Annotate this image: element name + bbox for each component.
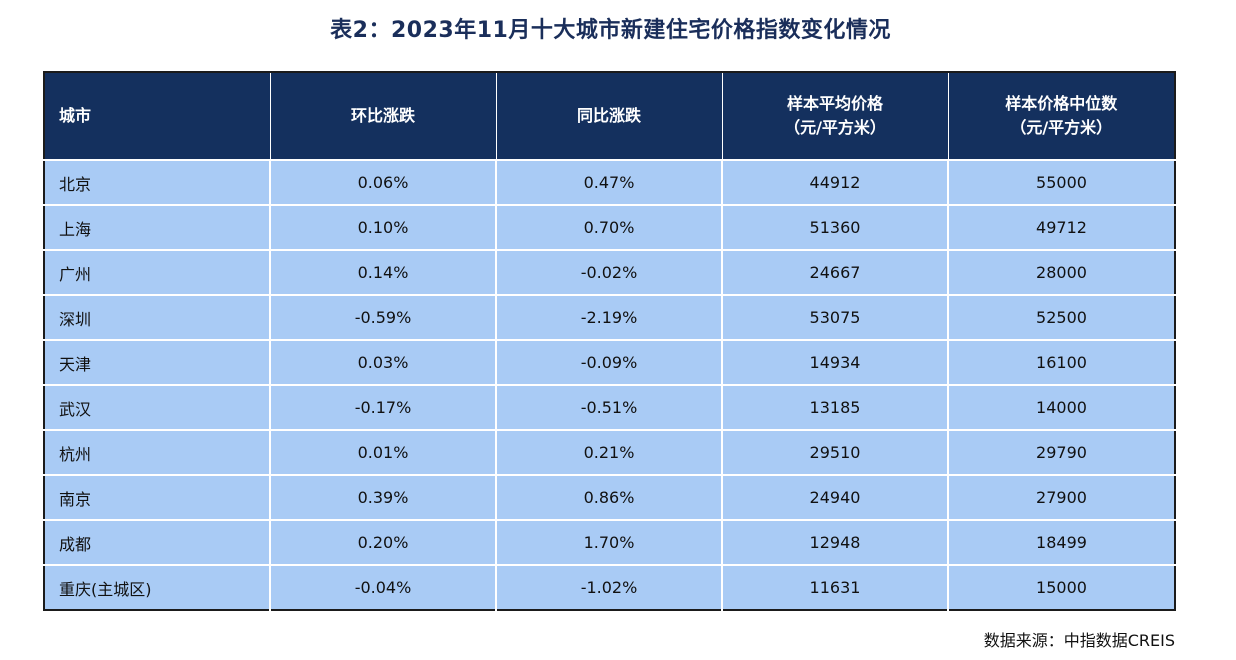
- cell-mom: 0.39%: [269, 474, 496, 520]
- header-mom-change: 环比涨跌: [269, 72, 496, 160]
- cell-median-price: 15000: [947, 564, 1175, 610]
- cell-median-price: 55000: [947, 159, 1175, 205]
- price-index-table: 城市 环比涨跌 同比涨跌 样本平均价格 （元/平方米） 样本价格中位数 （元/平…: [43, 71, 1176, 611]
- table-row: 上海 0.10% 0.70% 51360 49712: [44, 204, 1175, 250]
- cell-median-price: 27900: [947, 474, 1175, 520]
- header-unit: （元/平方米）: [784, 118, 886, 137]
- table-row: 北京 0.06% 0.47% 44912 55000: [44, 159, 1175, 205]
- cell-avg-price: 12948: [721, 519, 948, 565]
- header-avg-price: 样本平均价格 （元/平方米）: [721, 72, 948, 160]
- cell-mom: -0.59%: [269, 294, 496, 340]
- cell-avg-price: 24667: [721, 249, 948, 295]
- cell-yoy: 1.70%: [495, 519, 722, 565]
- header-label: 同比涨跌: [576, 106, 641, 125]
- header-label: 样本价格中位数: [1005, 94, 1118, 113]
- table-row: 深圳 -0.59% -2.19% 53075 52500: [44, 294, 1175, 340]
- cell-city: 成都: [44, 519, 270, 565]
- cell-city: 武汉: [44, 384, 270, 430]
- cell-median-price: 49712: [947, 204, 1175, 250]
- cell-median-price: 14000: [947, 384, 1175, 430]
- cell-mom: 0.14%: [269, 249, 496, 295]
- cell-mom: 0.20%: [269, 519, 496, 565]
- cell-median-price: 28000: [947, 249, 1175, 295]
- cell-mom: 0.01%: [269, 429, 496, 475]
- cell-yoy: -1.02%: [495, 564, 722, 610]
- table-row: 广州 0.14% -0.02% 24667 28000: [44, 249, 1175, 295]
- cell-yoy: 0.47%: [495, 159, 722, 205]
- data-source-note: 数据来源：中指数据CREIS: [983, 631, 1175, 650]
- cell-avg-price: 53075: [721, 294, 948, 340]
- cell-yoy: -0.02%: [495, 249, 722, 295]
- cell-avg-price: 11631: [721, 564, 948, 610]
- cell-yoy: 0.70%: [495, 204, 722, 250]
- header-unit: （元/平方米）: [1010, 118, 1113, 137]
- table-title: 表2：2023年11月十大城市新建住宅价格指数变化情况: [330, 18, 891, 43]
- cell-median-price: 16100: [947, 339, 1175, 385]
- cell-city: 深圳: [44, 294, 270, 340]
- cell-mom: -0.04%: [269, 564, 496, 610]
- cell-avg-price: 29510: [721, 429, 948, 475]
- header-label: 城市: [59, 106, 92, 125]
- cell-mom: 0.06%: [269, 159, 496, 205]
- cell-yoy: -0.51%: [495, 384, 722, 430]
- cell-avg-price: 44912: [721, 159, 948, 205]
- header-yoy-change: 同比涨跌: [495, 72, 722, 160]
- cell-yoy: 0.21%: [495, 429, 722, 475]
- header-city: 城市: [44, 72, 270, 160]
- table-body: 北京 0.06% 0.47% 44912 55000 上海 0.10% 0.70…: [44, 159, 1175, 610]
- cell-yoy: -2.19%: [495, 294, 722, 340]
- table-header: 城市 环比涨跌 同比涨跌 样本平均价格 （元/平方米） 样本价格中位数 （元/平…: [44, 72, 1175, 160]
- cell-city: 北京: [44, 159, 270, 205]
- table-row: 天津 0.03% -0.09% 14934 16100: [44, 339, 1175, 385]
- cell-city: 杭州: [44, 429, 270, 475]
- table-row: 武汉 -0.17% -0.51% 13185 14000: [44, 384, 1175, 430]
- table-row: 重庆(主城区) -0.04% -1.02% 11631 15000: [44, 564, 1175, 610]
- cell-mom: -0.17%: [269, 384, 496, 430]
- cell-avg-price: 14934: [721, 339, 948, 385]
- cell-median-price: 29790: [947, 429, 1175, 475]
- cell-yoy: 0.86%: [495, 474, 722, 520]
- header-label: 环比涨跌: [350, 106, 415, 125]
- cell-avg-price: 13185: [721, 384, 948, 430]
- cell-median-price: 52500: [947, 294, 1175, 340]
- cell-yoy: -0.09%: [495, 339, 722, 385]
- cell-city: 广州: [44, 249, 270, 295]
- table-row: 杭州 0.01% 0.21% 29510 29790: [44, 429, 1175, 475]
- cell-city: 天津: [44, 339, 270, 385]
- cell-avg-price: 51360: [721, 204, 948, 250]
- cell-mom: 0.10%: [269, 204, 496, 250]
- cell-city: 南京: [44, 474, 270, 520]
- table-row: 成都 0.20% 1.70% 12948 18499: [44, 519, 1175, 565]
- cell-city: 上海: [44, 204, 270, 250]
- cell-median-price: 18499: [947, 519, 1175, 565]
- cell-mom: 0.03%: [269, 339, 496, 385]
- cell-city: 重庆(主城区): [44, 564, 270, 610]
- table-row: 南京 0.39% 0.86% 24940 27900: [44, 474, 1175, 520]
- header-label: 样本平均价格: [786, 94, 883, 113]
- header-median-price: 样本价格中位数 （元/平方米）: [947, 72, 1175, 160]
- cell-avg-price: 24940: [721, 474, 948, 520]
